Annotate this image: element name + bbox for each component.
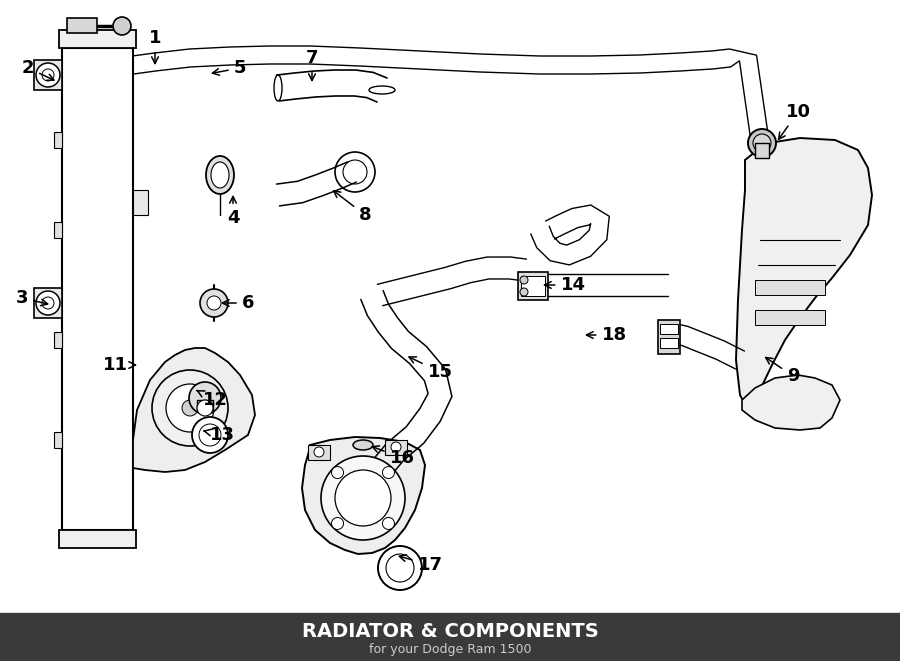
Bar [59, 530, 136, 548]
Circle shape [166, 384, 214, 432]
Circle shape [207, 296, 221, 310]
Circle shape [335, 152, 375, 192]
Circle shape [331, 467, 344, 479]
Circle shape [335, 470, 391, 526]
Polygon shape [736, 138, 872, 410]
Circle shape [189, 382, 221, 414]
Text: 15: 15 [409, 357, 453, 381]
Circle shape [36, 291, 60, 315]
Polygon shape [131, 46, 771, 156]
Text: 2: 2 [22, 59, 54, 80]
Bar [62, 48, 133, 530]
Circle shape [382, 467, 394, 479]
Circle shape [314, 447, 324, 457]
Text: for your Dodge Ram 1500: for your Dodge Ram 1500 [369, 642, 531, 656]
Polygon shape [361, 291, 452, 478]
Bar [67, 18, 97, 33]
Circle shape [199, 424, 221, 446]
Circle shape [382, 518, 394, 529]
Text: 1: 1 [148, 29, 161, 63]
Circle shape [192, 417, 228, 453]
Bar [658, 320, 680, 354]
Bar [197, 400, 213, 412]
Polygon shape [133, 348, 255, 472]
Text: 13: 13 [203, 426, 235, 444]
Text: 7: 7 [306, 49, 319, 81]
Polygon shape [276, 70, 387, 102]
Text: 4: 4 [227, 196, 239, 227]
Ellipse shape [274, 75, 282, 101]
Bar [755, 143, 769, 158]
Circle shape [753, 134, 771, 152]
Text: 5: 5 [212, 59, 247, 77]
Circle shape [386, 554, 414, 582]
Text: 18: 18 [587, 326, 626, 344]
Bar [660, 338, 678, 348]
Ellipse shape [206, 156, 234, 194]
Circle shape [321, 456, 405, 540]
Circle shape [152, 370, 228, 446]
Text: 3: 3 [16, 289, 48, 307]
Ellipse shape [368, 466, 392, 474]
Bar [133, 190, 148, 215]
Bar [59, 30, 136, 48]
Polygon shape [302, 437, 425, 554]
Bar [34, 60, 62, 90]
Bar [308, 445, 330, 460]
Polygon shape [548, 274, 668, 296]
Text: 10: 10 [778, 103, 811, 139]
Text: 11: 11 [103, 356, 136, 374]
Text: 12: 12 [197, 391, 228, 409]
Text: 17: 17 [400, 555, 443, 574]
Bar [54, 132, 62, 148]
Bar [385, 440, 407, 455]
Polygon shape [531, 205, 609, 265]
Bar [660, 324, 678, 334]
Text: 16: 16 [373, 446, 415, 467]
Polygon shape [742, 375, 840, 430]
Circle shape [748, 129, 776, 157]
Circle shape [520, 288, 528, 296]
Ellipse shape [353, 440, 373, 450]
Circle shape [197, 400, 213, 416]
Text: 9: 9 [766, 358, 799, 385]
Text: 6: 6 [222, 294, 254, 312]
Ellipse shape [211, 162, 229, 188]
Bar [755, 310, 825, 325]
Circle shape [182, 400, 198, 416]
Bar [54, 332, 62, 348]
Ellipse shape [369, 86, 395, 94]
Bar [0, 613, 900, 661]
Polygon shape [276, 162, 356, 206]
Polygon shape [670, 323, 744, 369]
Circle shape [378, 546, 422, 590]
Circle shape [113, 17, 131, 35]
Bar [755, 280, 825, 295]
Circle shape [391, 442, 401, 452]
Text: 14: 14 [544, 276, 586, 294]
Circle shape [343, 160, 367, 184]
Circle shape [200, 289, 228, 317]
Circle shape [520, 276, 528, 284]
Circle shape [42, 297, 54, 309]
Circle shape [36, 63, 60, 87]
Bar [34, 288, 62, 318]
Circle shape [331, 518, 344, 529]
Text: RADIATOR & COMPONENTS: RADIATOR & COMPONENTS [302, 622, 598, 641]
Bar [54, 222, 62, 238]
Text: 8: 8 [334, 191, 372, 224]
Circle shape [42, 69, 54, 81]
Bar [521, 276, 545, 296]
Bar [54, 432, 62, 448]
Bar [518, 272, 548, 300]
Polygon shape [377, 257, 526, 305]
